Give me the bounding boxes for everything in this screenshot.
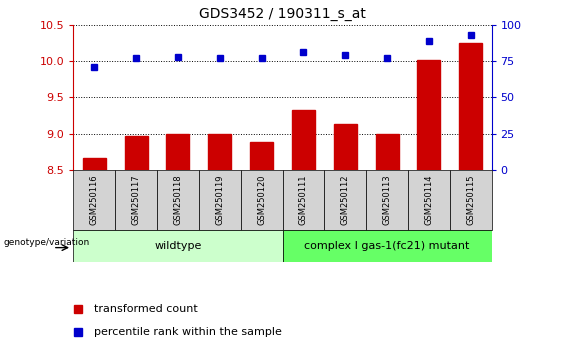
Bar	[376, 133, 398, 170]
Text: GSM250117: GSM250117	[132, 175, 141, 225]
Bar	[282, 170, 324, 230]
Bar	[73, 170, 115, 230]
Text: GSM250115: GSM250115	[466, 175, 475, 225]
Bar	[366, 170, 408, 230]
Bar	[241, 170, 282, 230]
Text: GSM250114: GSM250114	[424, 175, 433, 225]
Text: complex I gas-1(fc21) mutant: complex I gas-1(fc21) mutant	[305, 241, 470, 251]
Bar	[115, 170, 157, 230]
Bar	[282, 230, 492, 262]
Text: GSM250119: GSM250119	[215, 175, 224, 225]
Bar	[408, 170, 450, 230]
Text: GSM250118: GSM250118	[173, 175, 182, 225]
Text: wildtype: wildtype	[154, 241, 202, 251]
Bar	[334, 124, 357, 170]
Bar	[73, 230, 282, 262]
Text: GSM250111: GSM250111	[299, 175, 308, 225]
Text: GSM250120: GSM250120	[257, 175, 266, 225]
Bar	[324, 170, 366, 230]
Text: percentile rank within the sample: percentile rank within the sample	[94, 327, 282, 337]
Bar	[83, 158, 106, 170]
Bar	[250, 142, 273, 170]
Text: GSM250112: GSM250112	[341, 175, 350, 225]
Bar	[157, 170, 199, 230]
Bar	[199, 170, 241, 230]
Text: GSM250116: GSM250116	[90, 175, 99, 225]
Bar	[125, 136, 147, 170]
Bar	[450, 170, 492, 230]
Text: genotype/variation: genotype/variation	[4, 238, 90, 247]
Text: GSM250113: GSM250113	[383, 175, 392, 225]
Text: transformed count: transformed count	[94, 304, 198, 314]
Bar	[459, 43, 482, 170]
Bar	[418, 59, 440, 170]
Bar	[208, 133, 231, 170]
Title: GDS3452 / 190311_s_at: GDS3452 / 190311_s_at	[199, 7, 366, 21]
Bar	[292, 110, 315, 170]
Bar	[167, 133, 189, 170]
